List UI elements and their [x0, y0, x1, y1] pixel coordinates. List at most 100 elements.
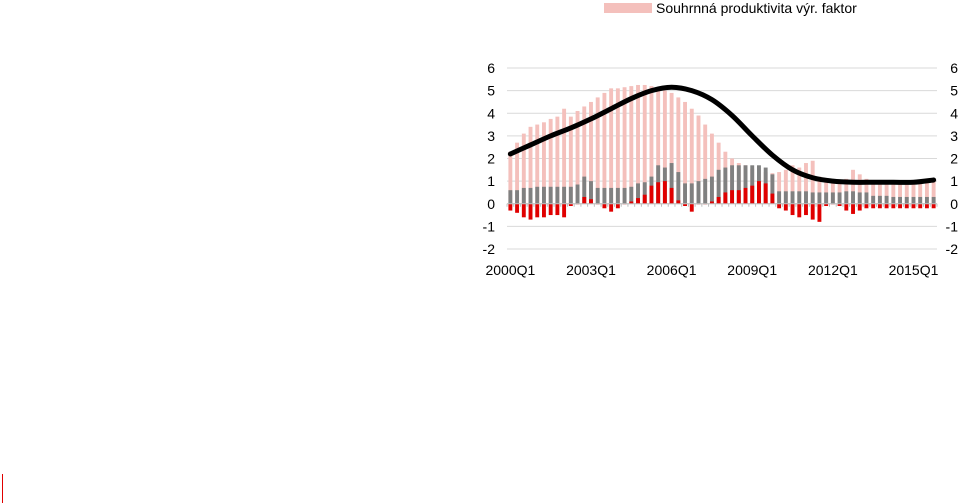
bar-total-factor-productivity-19: [636, 84, 640, 204]
bar-total-factor-productivity-2: [521, 133, 526, 204]
bar-total-factor-productivity-56: [884, 181, 889, 204]
bar-series-gray-12: [589, 181, 593, 204]
bar-series-red-39: [770, 193, 775, 204]
legend: Souhrnná produktivita výr. faktor: [604, 0, 857, 16]
bar-total-factor-productivity-22: [656, 88, 661, 204]
bar-series-red-56: [884, 203, 889, 209]
bar-series-gray-47: [824, 192, 829, 204]
bar-series-red-19: [636, 198, 640, 204]
bar-total-factor-productivity-58: [898, 181, 902, 204]
bar-series-red-35: [743, 187, 748, 204]
bar-series-gray-16: [615, 187, 620, 204]
bar-total-factor-productivity-51: [851, 169, 855, 204]
bars-series-red: [508, 181, 936, 222]
bar-total-factor-productivity-57: [891, 181, 896, 204]
bar-series-gray-18: [629, 186, 634, 204]
y-tick-label-right-7: -1: [946, 218, 959, 234]
bar-series-gray-61: [918, 196, 923, 204]
bar-series-gray-49: [837, 192, 842, 204]
bar-series-gray-40: [777, 191, 782, 204]
bar-total-factor-productivity-17: [622, 87, 627, 204]
bar-series-gray-29: [703, 178, 708, 204]
bar-series-gray-39: [770, 174, 775, 204]
bar-series-gray-26: [683, 183, 687, 204]
bar-series-red-59: [904, 203, 909, 209]
bar-total-factor-productivity-15: [609, 88, 614, 204]
bar-total-factor-productivity-55: [877, 181, 882, 204]
bar-series-gray-4: [535, 186, 540, 204]
bar-series-gray-34: [736, 165, 741, 204]
bar-total-factor-productivity-44: [804, 163, 808, 204]
bar-series-gray-46: [817, 192, 822, 204]
bar-total-factor-productivity-23: [662, 90, 667, 204]
bar-total-factor-productivity-41: [783, 169, 788, 204]
bar-series-gray-36: [750, 165, 755, 204]
bar-series-red-27: [689, 203, 694, 212]
bars-total-factor-productivity: [508, 84, 936, 204]
bar-series-gray-45: [810, 192, 815, 204]
bar-series-gray-33: [730, 165, 735, 204]
bar-total-factor-productivity-4: [535, 124, 540, 204]
y-tick-label-left-1: 5: [487, 83, 495, 99]
bar-total-factor-productivity-54: [871, 181, 876, 204]
y-tick-label-left-2: 4: [487, 105, 495, 121]
bar-series-red-8: [562, 203, 567, 218]
bar-series-gray-42: [790, 191, 795, 204]
y-tick-label-right-6: 0: [950, 196, 958, 212]
bar-series-gray-55: [877, 195, 882, 204]
bar-series-red-44: [804, 203, 808, 216]
y-tick-label-left-3: 3: [487, 128, 495, 144]
bar-series-red-34: [736, 190, 741, 204]
bar-total-factor-productivity-20: [642, 84, 647, 204]
bar-total-factor-productivity-42: [790, 165, 795, 204]
bar-series-gray-11: [582, 176, 587, 204]
bar-series-gray-44: [804, 191, 808, 204]
bar-total-factor-productivity-3: [528, 126, 533, 204]
bar-series-red-30: [709, 201, 714, 204]
bar-series-red-63: [931, 203, 936, 209]
bar-series-gray-8: [562, 186, 567, 204]
bar-total-factor-productivity-26: [683, 101, 687, 204]
y-tick-label-right-8: -2: [946, 241, 959, 257]
bar-series-red-47: [824, 203, 829, 207]
bar-series-gray-5: [542, 186, 546, 204]
y-tick-label-left-6: 0: [487, 196, 495, 212]
bar-series-gray-62: [924, 196, 929, 204]
y-axis-left: 6 5 4 3 2 1 0 -1 -2: [483, 60, 496, 257]
bar-series-gray-17: [622, 187, 627, 204]
bar-total-factor-productivity-63: [931, 181, 936, 204]
bar-series-red-33: [730, 190, 735, 204]
bar-series-gray-19: [636, 183, 640, 204]
bar-series-red-57: [891, 203, 896, 209]
bar-total-factor-productivity-53: [864, 178, 869, 204]
bar-series-gray-31: [716, 169, 721, 204]
bar-series-gray-2: [521, 187, 526, 204]
frame-edge-line: [2, 474, 3, 503]
bar-total-factor-productivity-18: [629, 86, 634, 204]
bar-series-red-62: [924, 203, 929, 209]
bar-series-gray-9: [568, 186, 573, 204]
y-tick-label-right-5: 1: [950, 173, 958, 189]
trend-line: [507, 84, 937, 185]
bar-series-red-3: [528, 203, 533, 220]
bar-series-red-16: [615, 203, 620, 209]
x-tick-label-2: 2006Q1: [647, 262, 697, 278]
bar-series-red-46: [817, 203, 822, 222]
y-tick-label-left-4: 2: [487, 151, 495, 167]
bar-total-factor-productivity-61: [918, 181, 923, 204]
bar-series-red-6: [548, 203, 553, 216]
bar-series-gray-6: [548, 186, 553, 204]
bar-series-red-51: [851, 203, 855, 214]
bar-series-gray-24: [669, 163, 674, 204]
y-tick-label-left-8: -2: [483, 241, 496, 257]
bar-series-red-61: [918, 203, 923, 209]
bar-total-factor-productivity-43: [797, 167, 802, 204]
y-tick-label-right-3: 3: [950, 128, 958, 144]
y-axis-right: 6 5 4 3 2 1 0 -1 -2: [946, 60, 959, 257]
bar-series-red-42: [790, 203, 795, 216]
bar-total-factor-productivity-16: [615, 88, 620, 204]
bar-total-factor-productivity-6: [548, 118, 553, 204]
bar-series-red-40: [777, 203, 782, 209]
y-tick-label-right-0: 6: [950, 60, 958, 76]
